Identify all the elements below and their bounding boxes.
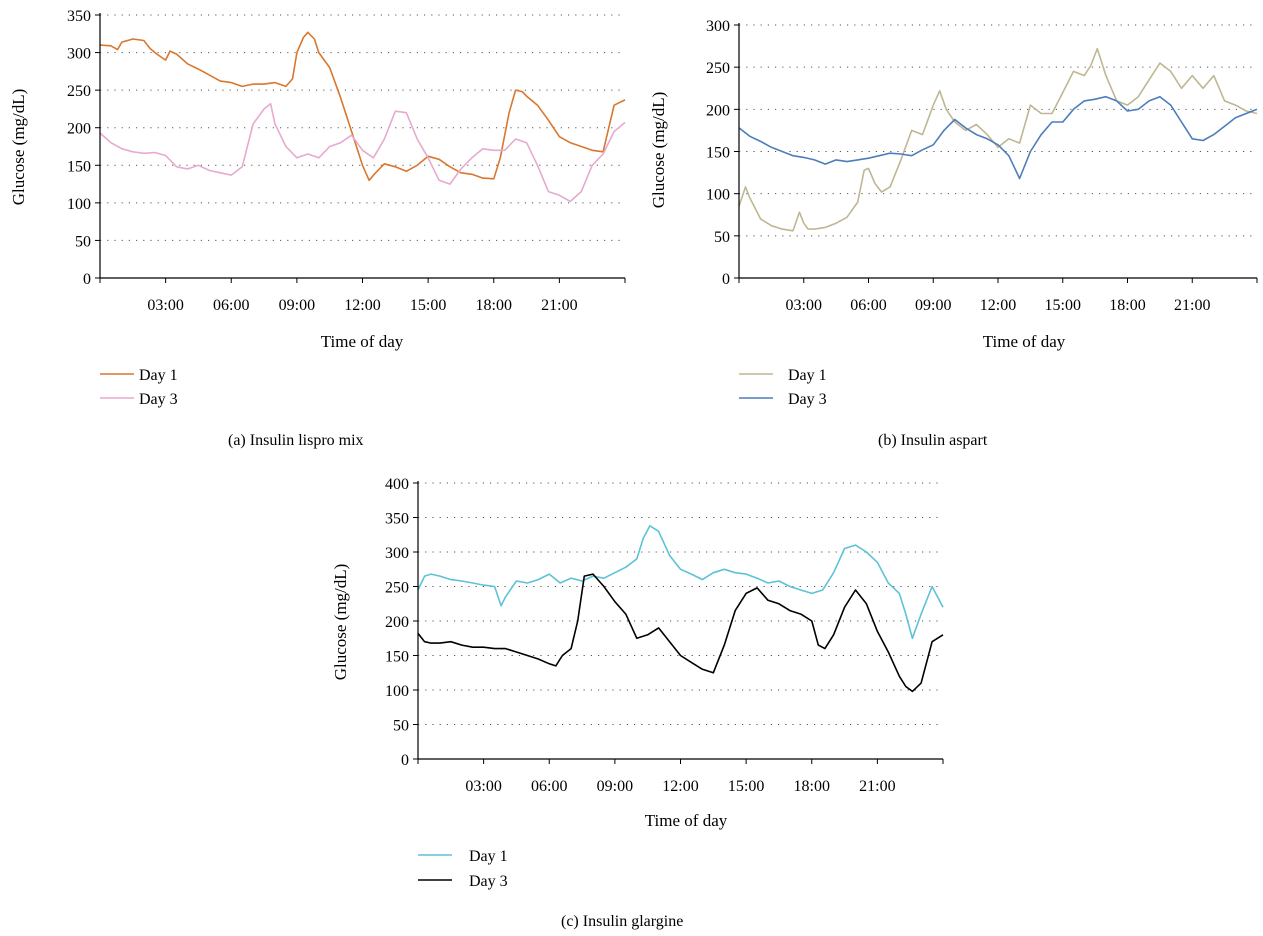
- panel-c-x-tick-label: 15:00: [728, 778, 764, 795]
- panel-c-x-axis-label: Time of day: [645, 811, 728, 830]
- panel-c: 0 50 100 150 200 250 300 350 400 03:00 06:00 09:00 1…: [331, 476, 944, 930]
- panel-a-y-axis-label: Glucose (mg/dL): [9, 89, 28, 206]
- panel-c-x-tick-label: 18:00: [794, 778, 830, 795]
- panel-c-y-tick-label: 150: [385, 649, 409, 666]
- panel-b-y-tick-label: 200: [706, 102, 730, 119]
- panel-b-series-day-3-line: [738, 95, 1258, 180]
- panel-c-y-tick-label: 100: [385, 683, 409, 700]
- panel-b-series: [738, 47, 1258, 232]
- panel-b-x-axis-label: Time of day: [983, 332, 1066, 351]
- panel-c-x-tick-label: 06:00: [531, 778, 567, 795]
- panel-c-caption: (c) Insulin glargine: [561, 913, 683, 930]
- panel-a-x-axis-label: Time of day: [321, 332, 404, 351]
- panel-c-series-day-3-line: [417, 573, 944, 693]
- panel-a-y-tick-label: 150: [67, 158, 91, 175]
- panel-c-legend: Day 1 Day 3: [418, 848, 508, 890]
- panel-a-y-tick-label: 100: [67, 196, 91, 213]
- panel-a-legend: Day 1 Day 3: [100, 367, 178, 408]
- panel-a-x-tick-label: 06:00: [213, 297, 249, 314]
- panel-b-y-tick-label: 100: [706, 187, 730, 204]
- panel-a-x-tick-label: 18:00: [476, 297, 512, 314]
- panel-c-y-tick-label: 400: [385, 476, 409, 493]
- panel-a-legend-label-day1: Day 1: [139, 367, 178, 384]
- panel-b-x-tick-label: 21:00: [1174, 297, 1210, 314]
- panel-a-series-day-1-line: [99, 31, 626, 182]
- panel-c-y-axis-label: Glucose (mg/dL): [331, 564, 350, 681]
- panel-b-legend: Day 1 Day 3: [739, 367, 827, 408]
- panel-a-axes: [95, 13, 626, 283]
- panel-b-legend-label-day3: Day 3: [788, 391, 827, 408]
- panel-a-x-tick-label: 09:00: [279, 297, 315, 314]
- panel-b-x-tick-label: 03:00: [786, 297, 822, 314]
- panel-c-x-tick-label: 03:00: [465, 778, 501, 795]
- panel-a: 0 50 100 150 200 250 300 350 03:00 06:00 09:00 12:0…: [9, 8, 626, 449]
- panel-a-x-tick-label: 12:00: [344, 297, 380, 314]
- panel-c-y-tick-label: 200: [385, 614, 409, 631]
- panel-b-axes: [734, 23, 1258, 283]
- panel-c-tick-labels: 0 50 100 150 200 250 300 350 400 03:00 06:00 09:00 1…: [385, 476, 896, 795]
- panel-c-y-tick-label: 300: [385, 545, 409, 562]
- panel-b-y-axis-label: Glucose (mg/dL): [649, 92, 668, 209]
- panel-a-x-tick-label: 15:00: [410, 297, 446, 314]
- panel-c-y-tick-label: 250: [385, 580, 409, 597]
- panel-b-x-tick-label: 06:00: [850, 297, 886, 314]
- panel-a-y-tick-label: 0: [83, 271, 91, 288]
- panel-c-axes: [413, 481, 944, 764]
- panel-a-tick-labels: 0 50 100 150 200 250 300 350 03:00 06:00 09:00 12:0…: [67, 8, 578, 314]
- panel-b-tick-labels: 0 50 100 150 200 250 300 03:00 06:00 09:00 12:00 15…: [706, 18, 1210, 314]
- panel-a-y-tick-label: 250: [67, 83, 91, 100]
- panel-b-y-tick-label: 150: [706, 145, 730, 162]
- panel-a-caption: (a) Insulin lispro mix: [228, 432, 364, 449]
- panel-c-x-tick-label: 09:00: [597, 778, 633, 795]
- panel-c-y-tick-label: 0: [401, 752, 409, 769]
- panel-b-y-tick-label: 50: [714, 229, 730, 246]
- panel-a-legend-label-day3: Day 3: [139, 391, 178, 408]
- panel-b-y-tick-label: 0: [722, 271, 730, 288]
- panel-a-series: [99, 31, 626, 203]
- panel-b-series-day-1-line: [738, 47, 1258, 232]
- panel-b-y-tick-label: 250: [706, 60, 730, 77]
- panel-b-x-tick-label: 18:00: [1109, 297, 1145, 314]
- panel-c-y-tick-label: 350: [385, 511, 409, 528]
- panel-b-y-tick-label: 300: [706, 18, 730, 35]
- panel-b-gridlines: [739, 24, 1257, 237]
- panel-b-x-tick-label: 15:00: [1045, 297, 1081, 314]
- panel-b: 0 50 100 150 200 250 300 03:00 06:00 09:00 12:00 15…: [649, 18, 1258, 449]
- panel-c-series-day-1-line: [417, 524, 944, 640]
- panel-a-y-tick-label: 50: [75, 233, 91, 250]
- panel-a-y-tick-label: 350: [67, 8, 91, 25]
- panel-c-series: [417, 524, 944, 693]
- panel-b-x-tick-label: 12:00: [980, 297, 1016, 314]
- panel-a-y-tick-label: 300: [67, 46, 91, 63]
- panel-a-gridlines: [100, 14, 625, 241]
- panel-a-x-tick-label: 21:00: [541, 297, 577, 314]
- panel-c-y-tick-label: 50: [393, 718, 409, 735]
- panel-c-gridlines: [418, 482, 943, 725]
- panel-b-x-tick-label: 09:00: [915, 297, 951, 314]
- panel-c-legend-label-day1: Day 1: [469, 848, 508, 865]
- panel-a-y-tick-label: 200: [67, 121, 91, 138]
- panel-a-series-day-3-line: [99, 102, 626, 203]
- panel-b-caption: (b) Insulin aspart: [878, 432, 988, 449]
- panel-c-legend-label-day3: Day 3: [469, 873, 508, 890]
- panel-a-x-tick-label: 03:00: [147, 297, 183, 314]
- panel-c-x-tick-label: 12:00: [662, 778, 698, 795]
- panel-b-legend-label-day1: Day 1: [788, 367, 827, 384]
- panel-c-x-tick-label: 21:00: [859, 778, 895, 795]
